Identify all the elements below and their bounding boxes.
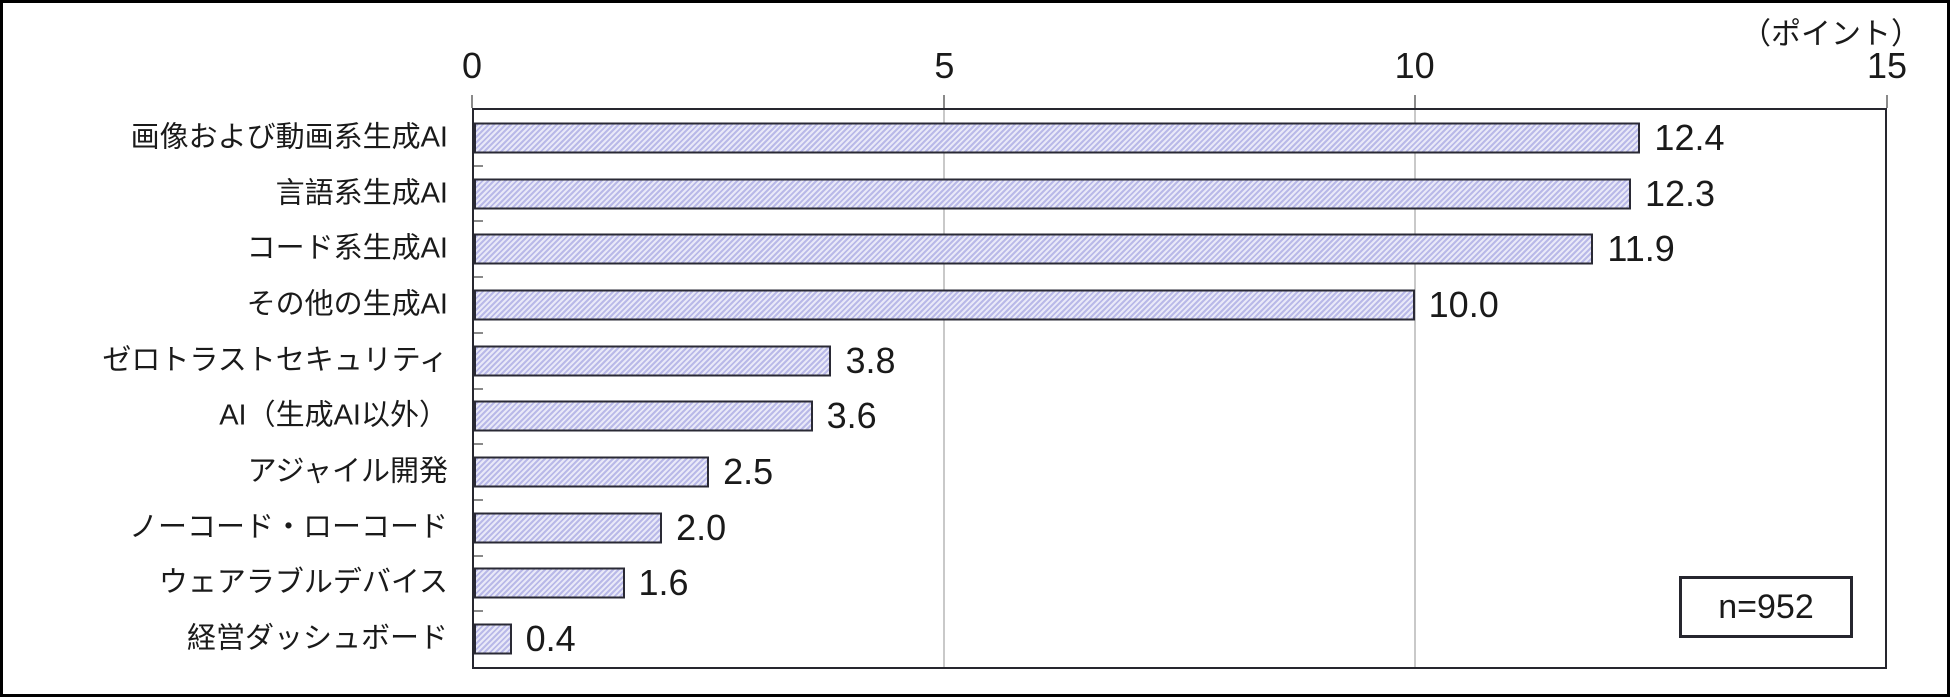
x-tick-label: 5 <box>934 45 955 86</box>
category-label: ノーコード・ローコード <box>128 511 448 544</box>
bar-row: 言語系生成AI 12.3 <box>276 164 1885 222</box>
bar-row: 画像および動画系生成AI 12.4 <box>131 110 1885 166</box>
bar-row: ゼロトラストセキュリティ 3.8 <box>102 331 1885 389</box>
bar-row: AI（生成AI以外） 3.6 <box>219 387 1885 445</box>
axis-unit-label: （ポイント） <box>1741 18 1921 51</box>
bar-row: コード系生成AI 11.9 <box>247 220 1885 277</box>
value-label: 12.4 <box>1654 116 1725 158</box>
value-label: 11.9 <box>1607 228 1675 270</box>
bar-row: 経営ダッシュボード 0.4 <box>187 610 1885 667</box>
value-label: 12.3 <box>1645 172 1716 214</box>
value-label: 10.0 <box>1428 283 1499 325</box>
x-tick-mark <box>1886 95 1888 108</box>
category-label: アジャイル開発 <box>247 455 448 488</box>
bar-row: アジャイル開発 2.5 <box>248 443 1885 500</box>
bar <box>474 233 1594 265</box>
bar-row: ウェアラブルデバイス 1.6 <box>159 554 1885 612</box>
bar <box>474 178 1632 210</box>
y-axis-tick <box>474 554 483 557</box>
plot-area: 0 5 10 15 画像および動画系生成AI 12.4 言語系生成AI 12.3… <box>102 48 1907 669</box>
x-tick-mark <box>943 95 946 108</box>
bar <box>474 400 813 432</box>
bar <box>474 512 663 544</box>
x-tick-label: 15 <box>1866 45 1908 86</box>
category-label: 画像および動画系生成AI <box>130 121 448 154</box>
y-axis-tick <box>474 610 483 613</box>
x-tick-label: 0 <box>461 45 483 86</box>
y-axis-tick <box>474 164 483 167</box>
value-label: 1.6 <box>638 562 689 604</box>
bar <box>474 567 625 599</box>
gridline-10 <box>1413 110 1416 667</box>
x-tick-label: 10 <box>1394 45 1435 86</box>
value-label: 2.0 <box>676 506 727 548</box>
y-axis-tick <box>474 331 483 334</box>
bar-row: その他の生成AI 10.0 <box>247 276 1885 333</box>
category-label: AI（生成AI以外） <box>219 399 448 432</box>
category-label: ウェアラブルデバイス <box>158 567 448 600</box>
y-axis-tick <box>474 443 483 446</box>
category-label: 経営ダッシュボード <box>186 622 448 655</box>
category-label: ゼロトラストセキュリティ <box>102 344 448 377</box>
y-axis-tick <box>474 276 483 279</box>
value-label: 3.6 <box>826 395 877 437</box>
bar <box>474 122 1641 154</box>
bars-container: 画像および動画系生成AI 12.4 言語系生成AI 12.3 コード系生成AI … <box>102 110 1885 667</box>
sample-size-box: n=952 <box>1679 576 1853 638</box>
gridline-5 <box>943 110 946 667</box>
value-label: 2.5 <box>723 451 774 493</box>
value-label: 3.8 <box>845 339 896 381</box>
value-label: 0.4 <box>525 618 576 660</box>
bar <box>474 345 832 377</box>
bar <box>474 289 1415 321</box>
sample-size-label: n=952 <box>1718 587 1814 626</box>
y-axis-tick <box>474 220 483 223</box>
bar <box>474 456 710 488</box>
y-axis-tick <box>474 498 483 501</box>
bar <box>474 623 512 655</box>
category-label: コード系生成AI <box>246 232 448 265</box>
category-label: 言語系生成AI <box>275 177 448 210</box>
x-tick-mark <box>471 95 473 108</box>
bar-row: ノーコード・ローコード 2.0 <box>129 498 1885 556</box>
x-tick-mark <box>1413 95 1416 108</box>
category-label: その他の生成AI <box>246 288 448 321</box>
y-axis-tick <box>474 387 483 390</box>
